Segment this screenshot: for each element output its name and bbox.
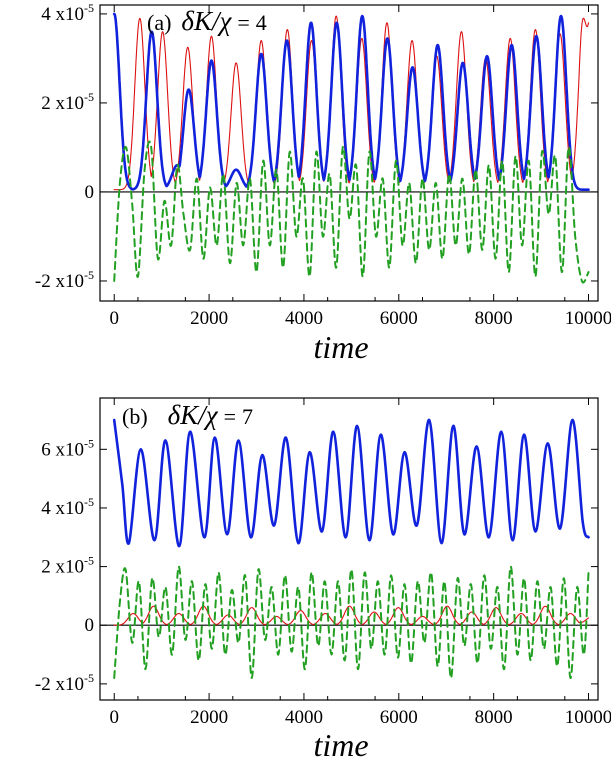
y-tick-exponent: -5 <box>84 495 94 509</box>
param-symbol: δK/χ <box>168 400 219 430</box>
y-tick-mantissa: 4 x10 <box>41 4 84 25</box>
param-equals: = <box>237 10 249 35</box>
y-tick-mantissa: 0 <box>85 615 95 636</box>
param-value: 4 <box>256 10 267 35</box>
y-tick-exponent: -5 <box>84 1 94 15</box>
y-tick-mantissa: 6 x10 <box>41 439 84 460</box>
param-symbol: δK/χ <box>181 6 232 36</box>
param-equals: = <box>224 404 236 429</box>
y-tick-label: -2 x10-5 <box>35 671 94 695</box>
x-tick-label: 8000 <box>475 707 513 728</box>
series-line-0 <box>112 418 590 548</box>
x-tick-label: 4000 <box>285 707 323 728</box>
panel-annotation: (a) δK/χ = 4 <box>147 6 267 36</box>
x-axis-label: time <box>313 727 368 760</box>
x-axis-label: time <box>313 329 368 365</box>
y-tick-label: 2 x10-5 <box>41 554 94 578</box>
y-tick-label: 4 x10-5 <box>41 495 94 519</box>
series-line-2 <box>113 140 590 284</box>
x-tick-label: 2000 <box>190 308 228 329</box>
panel-annotation: (b) δK/χ = 7 <box>122 400 253 430</box>
y-tick-mantissa: 0 <box>85 182 95 203</box>
y-tick-exponent: -5 <box>84 90 94 104</box>
y-tick-exponent: -5 <box>84 554 94 568</box>
series-line-1 <box>113 605 590 626</box>
y-tick-label: 0 <box>85 182 95 203</box>
panel-label: (b) <box>122 404 148 429</box>
panel-label: (a) <box>147 10 171 35</box>
plot-frame <box>99 397 599 701</box>
param-value: 7 <box>242 404 253 429</box>
y-tick-exponent: -5 <box>84 671 94 685</box>
series-line-1 <box>112 12 590 191</box>
y-tick-mantissa: 4 x10 <box>41 498 84 519</box>
series-line-2 <box>113 565 590 680</box>
y-tick-mantissa: 2 x10 <box>41 557 84 578</box>
y-tick-exponent: -5 <box>84 436 94 450</box>
y-tick-label: 0 <box>85 615 95 636</box>
x-tick-label: 2000 <box>190 707 228 728</box>
y-tick-label: 2 x10-5 <box>41 90 94 114</box>
x-tick-label: 6000 <box>380 308 418 329</box>
x-tick-label: 0 <box>109 308 119 329</box>
y-tick-mantissa: -2 x10 <box>35 674 84 695</box>
y-tick-label: -2 x10-5 <box>35 268 94 292</box>
x-tick-label: 6000 <box>380 707 418 728</box>
x-tick-label: 8000 <box>475 308 513 329</box>
y-tick-label: 4 x10-5 <box>41 1 94 25</box>
x-tick-label: 10000 <box>565 707 611 728</box>
y-tick-label: 6 x10-5 <box>41 436 94 460</box>
plot-frame <box>99 4 599 302</box>
y-tick-mantissa: -2 x10 <box>35 271 84 292</box>
x-tick-label: 4000 <box>285 308 323 329</box>
x-tick-label: 0 <box>109 707 119 728</box>
x-tick-label: 10000 <box>565 308 611 329</box>
y-tick-mantissa: 2 x10 <box>41 93 84 114</box>
y-tick-exponent: -5 <box>84 268 94 282</box>
